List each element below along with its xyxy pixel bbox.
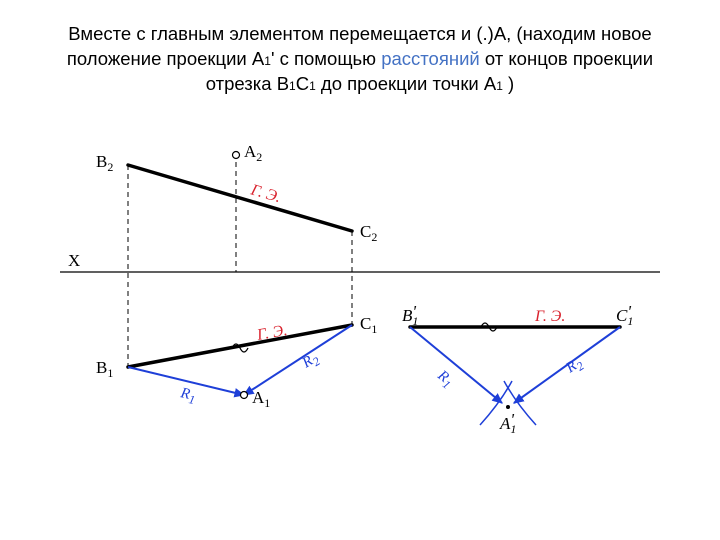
svg-text:A1': A1': [499, 410, 516, 436]
t1: Вместе с главным элементом перемещается …: [68, 23, 651, 44]
segment-b2c2: [128, 165, 352, 231]
svg-text:R2: R2: [299, 350, 323, 375]
svg-text:R1: R1: [432, 367, 456, 392]
svg-text:B1: B1: [96, 358, 113, 380]
svg-text:B2: B2: [96, 152, 113, 174]
t3b: С: [296, 73, 309, 94]
t3c: до проекции точки А: [316, 73, 496, 94]
svg-text:R1: R1: [178, 385, 198, 407]
t3s3: 1: [496, 79, 503, 93]
r1-right: [410, 327, 502, 403]
svg-text:C2: C2: [360, 222, 377, 244]
t2l: расстояний: [381, 48, 480, 69]
svg-text:B1': B1': [402, 302, 418, 328]
svg-text:Г. Э.: Г. Э.: [255, 322, 289, 344]
t2s: 1: [264, 54, 271, 68]
svg-text:C1': C1': [616, 302, 633, 328]
t3s2: 1: [309, 79, 316, 93]
title-block: Вместе с главным элементом перемещается …: [0, 0, 720, 97]
svg-text:A2: A2: [244, 142, 262, 164]
t3d: ): [503, 73, 514, 94]
t2c: от концов проекции: [480, 48, 653, 69]
svg-text:X: X: [68, 251, 80, 270]
svg-text:C1: C1: [360, 314, 377, 336]
t3a: отрезка В: [206, 73, 289, 94]
svg-text:R2: R2: [562, 354, 586, 379]
t3s1: 1: [289, 79, 296, 93]
diagram: XB2A2C2B1C1A1B1'C1'A1'Г. Э.Г. Э.Г. Э.R1R…: [0, 97, 720, 527]
svg-text:A1: A1: [252, 388, 270, 410]
t2b: ' с помощью: [271, 48, 381, 69]
t2a: положение проекции А: [67, 48, 264, 69]
svg-text:Г. Э.: Г. Э.: [534, 308, 565, 325]
